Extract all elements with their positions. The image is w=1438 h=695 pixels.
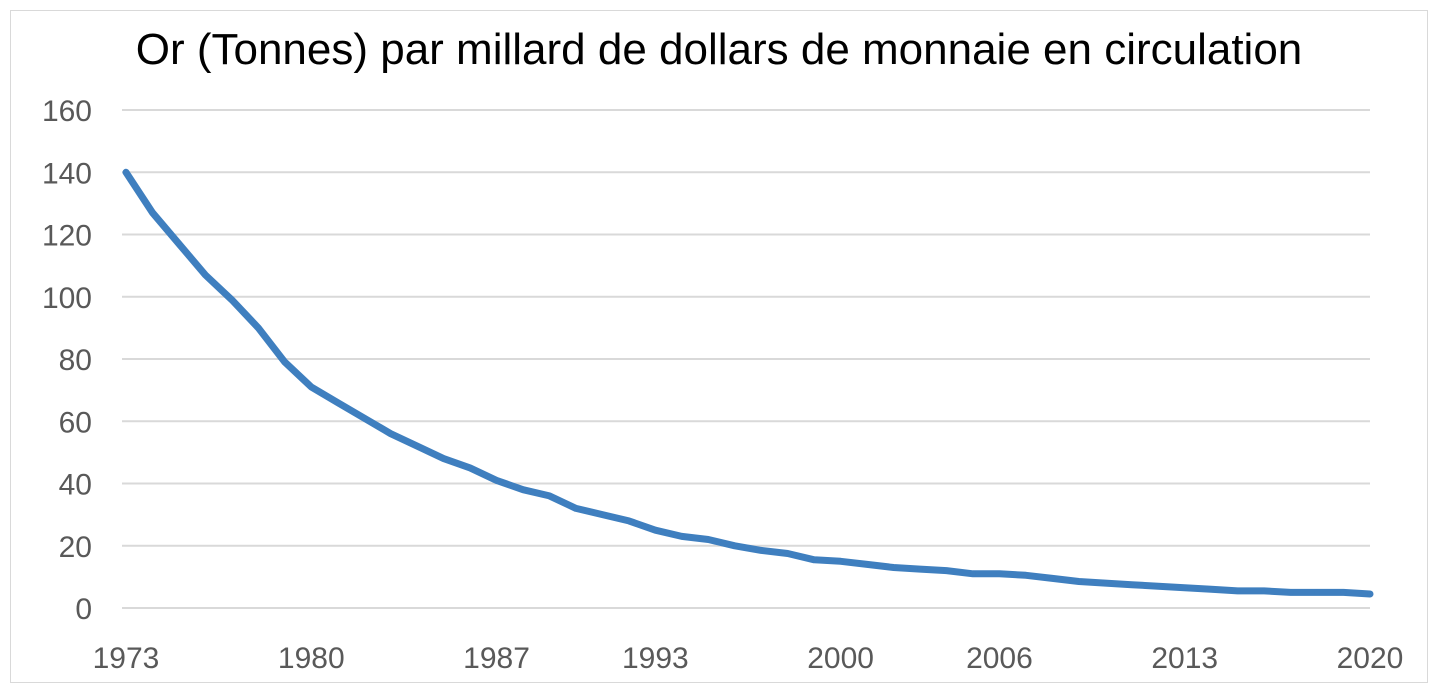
data-point	[361, 415, 368, 422]
chart-frame	[10, 10, 1428, 683]
data-point	[1261, 587, 1268, 594]
data-point	[1128, 581, 1135, 588]
series-layer	[122, 168, 1374, 598]
data-point	[573, 505, 579, 512]
data-point	[731, 542, 738, 549]
data-point	[1155, 583, 1162, 590]
data-point	[890, 564, 897, 571]
data-point	[758, 547, 765, 554]
data-point	[123, 169, 129, 176]
data-point	[784, 550, 791, 557]
y-tick-label: 160	[42, 95, 92, 128]
y-tick-label: 120	[42, 220, 92, 253]
data-point	[837, 558, 844, 565]
data-point	[705, 536, 712, 543]
data-point	[678, 533, 685, 540]
series-line-0	[122, 168, 1374, 598]
data-point	[228, 296, 235, 303]
data-point	[493, 477, 500, 484]
data-point	[1102, 580, 1109, 587]
y-tick-label: 40	[59, 469, 92, 502]
chart-title: Or (Tonnes) par millard de dollars de mo…	[135, 25, 1303, 74]
data-point	[1234, 587, 1241, 594]
data-point	[943, 567, 950, 574]
x-tick-label: 1993	[622, 642, 689, 675]
data-point	[1181, 584, 1188, 591]
data-point	[175, 240, 182, 247]
data-point	[1049, 575, 1056, 582]
data-point	[334, 399, 341, 406]
data-point	[652, 527, 659, 534]
y-tick-label: 140	[42, 157, 92, 190]
data-point	[1075, 578, 1082, 585]
data-point	[202, 272, 209, 278]
x-tick-label: 2000	[807, 642, 874, 675]
x-tick-label: 1973	[93, 642, 160, 675]
data-point	[599, 511, 606, 518]
data-point	[1367, 591, 1373, 597]
data-point	[1022, 572, 1029, 579]
data-point	[387, 430, 394, 437]
data-point	[917, 566, 923, 573]
data-point	[149, 209, 156, 216]
data-point	[996, 570, 1003, 577]
y-tick-label: 0	[75, 593, 92, 626]
y-tick-label: 60	[59, 406, 92, 439]
x-tick-label: 2020	[1337, 642, 1404, 675]
data-point	[1208, 586, 1215, 593]
y-tick-label: 80	[59, 344, 92, 377]
data-point	[970, 570, 976, 577]
data-point	[308, 384, 315, 390]
data-point	[281, 359, 288, 366]
data-point	[546, 492, 553, 499]
data-point	[1314, 589, 1321, 596]
data-point	[414, 443, 421, 450]
data-point	[811, 556, 818, 563]
data-point	[467, 464, 474, 471]
data-point	[625, 517, 632, 524]
data-point	[1287, 589, 1294, 596]
data-point	[864, 561, 871, 568]
x-tick-label: 2006	[966, 642, 1033, 675]
x-tick-label: 2013	[1151, 642, 1218, 675]
y-tick-label: 100	[42, 282, 92, 315]
data-point	[255, 324, 262, 331]
x-tick-label: 1987	[463, 642, 530, 675]
gridlines	[122, 109, 1370, 609]
data-point	[1340, 589, 1347, 596]
y-tick-label: 20	[59, 531, 92, 564]
x-tick-label: 1980	[278, 642, 345, 675]
x-axis-ticks: 1973 1980 1987 1993 2000 2006 2013 2020	[93, 642, 1404, 675]
data-point	[520, 486, 526, 493]
data-point	[440, 455, 447, 462]
y-axis-ticks: 0 20 40 60 80 100 120 140 160	[42, 95, 92, 626]
